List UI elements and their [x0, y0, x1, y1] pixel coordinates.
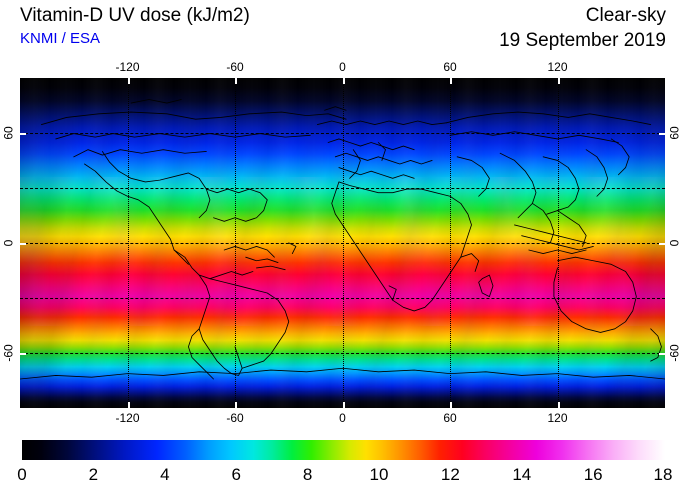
- colorbar-tick-3: 6: [231, 465, 241, 484]
- ytick-left-60s: [20, 353, 26, 355]
- xaxis-label-bottom-0: -120: [115, 411, 140, 425]
- colorbar-tick-5: 10: [369, 465, 389, 484]
- xaxis-label-top-1: -60: [226, 60, 244, 74]
- gridline-lon-0: [342, 78, 344, 408]
- coastlines-north-america: [42, 112, 347, 279]
- institute-credit: KNMI / ESA: [20, 30, 101, 47]
- xtick-top-0: [342, 78, 345, 84]
- xaxis-label-bottom-4: 120: [547, 411, 568, 425]
- xtick-bottom-120w: [127, 402, 130, 408]
- colorbar-tick-7: 14: [512, 465, 532, 484]
- xaxis-label-top-4: 120: [547, 60, 568, 74]
- colorbar-tick-0: 0: [17, 465, 27, 484]
- gridline-lon-120e: [557, 78, 559, 408]
- gridline-lon-120w: [127, 78, 129, 408]
- xtick-top-120e: [557, 78, 560, 84]
- colorbar-tick-9: 18: [653, 465, 673, 484]
- coastlines-islands: [131, 100, 396, 301]
- xaxis-label-bottom-3: 60: [443, 411, 457, 425]
- xaxis-label-bottom-1: -60: [226, 411, 244, 425]
- xtick-bottom-120e: [557, 402, 560, 408]
- yaxis-label-left-1: 0: [1, 239, 16, 247]
- xtick-top-60w: [235, 78, 237, 84]
- xtick-bottom-60e: [450, 402, 452, 408]
- coastlines-asia: [446, 112, 650, 246]
- yaxis-label-right-0: 60: [667, 126, 682, 140]
- yaxis-label-right-1: 0: [667, 239, 682, 247]
- xtick-bottom-60w: [235, 402, 237, 408]
- gridline-lon-60e: [450, 78, 451, 408]
- xaxis-label-top-3: 60: [443, 60, 457, 74]
- colorbar-tick-8: 16: [583, 465, 603, 484]
- yaxis-label-right-2: -60: [667, 344, 682, 362]
- yaxis-label-left-0: 60: [1, 126, 16, 140]
- date-label: 19 September 2019: [499, 30, 666, 51]
- ytick-right-60n: [659, 133, 665, 135]
- colorbar-tick-6: 12: [440, 465, 460, 484]
- xaxis-label-bottom-2: 0: [339, 411, 346, 425]
- coastlines-south-america: [188, 275, 288, 379]
- page-title: Vitamin-D UV dose (kJ/m2): [20, 5, 250, 26]
- colorbar-tick-1: 2: [88, 465, 99, 484]
- xtick-top-120w: [127, 78, 130, 84]
- coastlines-europe: [317, 121, 446, 178]
- coastlines-africa: [332, 182, 493, 311]
- ytick-right-0: [659, 243, 665, 245]
- map-plot-area: [20, 78, 665, 408]
- ytick-right-60s: [659, 353, 665, 355]
- condition-label: Clear-sky: [585, 5, 666, 26]
- ytick-left-0: [20, 243, 26, 245]
- xaxis-label-top-2: 0: [339, 60, 346, 74]
- xtick-top-60e: [450, 78, 452, 84]
- gridline-lon-60w: [235, 78, 236, 408]
- xaxis-label-top-0: -120: [115, 60, 140, 74]
- colorbar-tick-2: 4: [160, 465, 170, 484]
- yaxis-label-left-2: -60: [1, 344, 16, 362]
- xtick-bottom-0: [342, 402, 345, 408]
- colorbar: [22, 440, 665, 460]
- ytick-left-60n: [20, 133, 26, 135]
- colorbar-tick-4: 8: [302, 465, 313, 484]
